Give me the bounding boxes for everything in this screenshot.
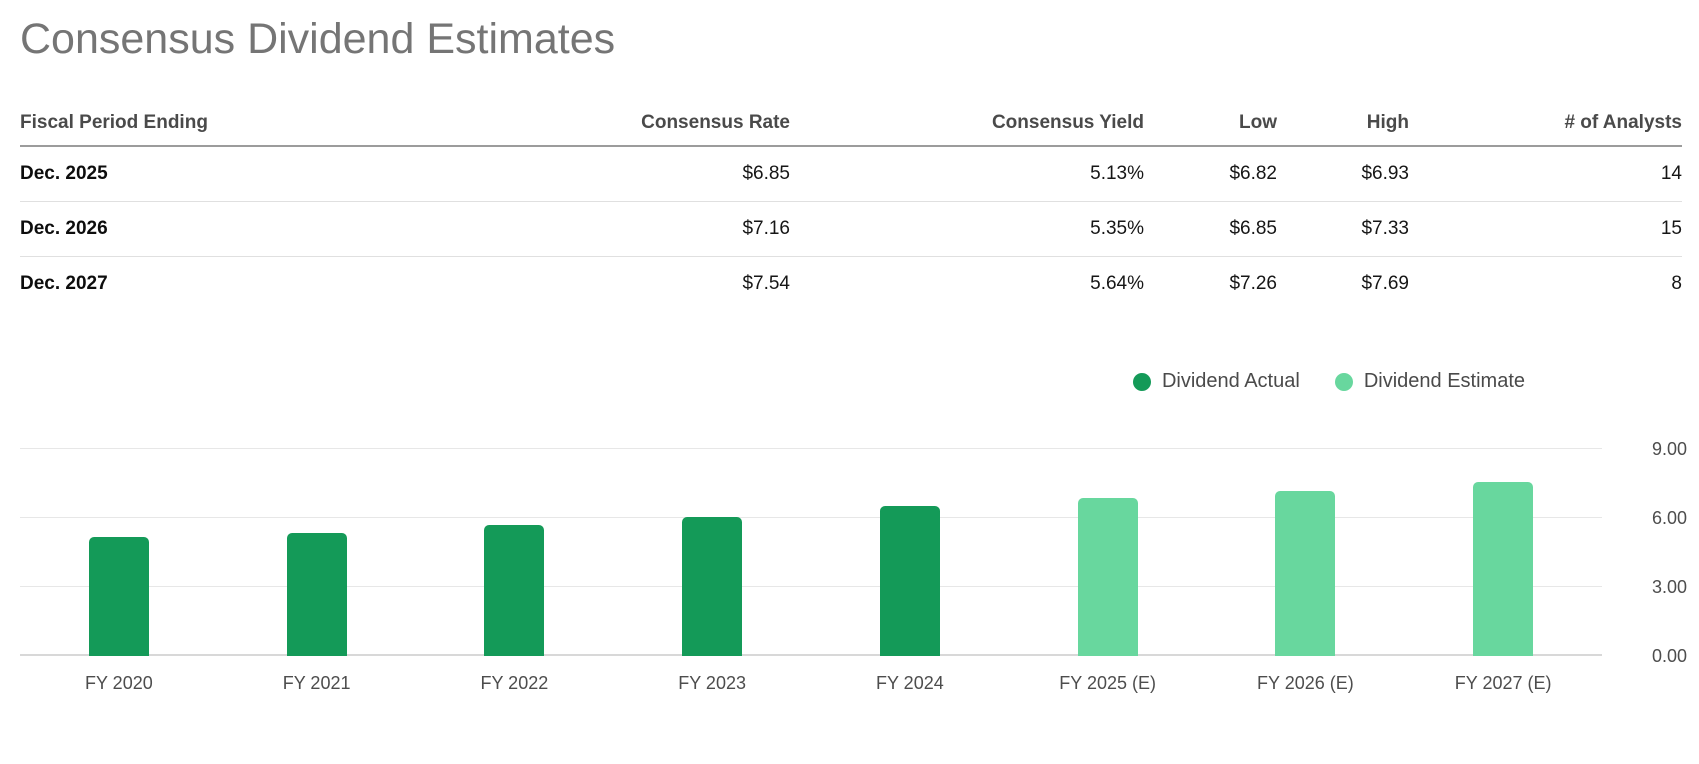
bar-slot-fy-2026-e — [1207, 403, 1405, 656]
table-row-dec-2027: Dec. 2027 $7.54 5.64% $7.26 $7.69 8 — [20, 256, 1682, 311]
bar-fy-2021 — [286, 533, 347, 656]
table-row-dec-2025: Dec. 2025 $6.85 5.13% $6.82 $6.93 14 — [20, 145, 1682, 202]
x-axis-label-fy-2023: FY 2023 — [678, 672, 746, 693]
bar-slot-fy-2024 — [811, 403, 1009, 656]
bar-slot-fy-2021 — [218, 403, 416, 656]
chart-plot-area: 0.00 3.00 6.00 9.00 — [20, 403, 1687, 665]
gridline-9-00 — [20, 447, 1602, 449]
cell-dec-2025-consensus-rate: $6.85 — [490, 145, 790, 202]
bar-series-container — [20, 403, 1602, 656]
cell-dec-2026-period: Dec. 2026 — [20, 201, 490, 257]
legend-dot-dividend-actual-icon — [1132, 372, 1151, 391]
cell-dec-2027-analysts: 8 — [1671, 272, 1682, 294]
column-header-period: Fiscal Period Ending — [20, 111, 490, 147]
column-header-analysts: # of Analysts — [1409, 111, 1682, 147]
table-body: Dec. 2025 $6.85 5.13% $6.82 $6.93 14 Dec. 2026… — [20, 145, 1682, 311]
bar-fy-2027-e — [1473, 482, 1534, 656]
chart-legend: Dividend Actual Dividend Estimate — [20, 369, 1682, 395]
legend-label-dividend-estimate: Dividend Estimate — [1363, 370, 1525, 393]
cell-dec-2026-high: $7.33 — [1277, 201, 1409, 257]
y-axis-tick-0-00: 0.00 — [1651, 645, 1687, 666]
column-header-low: Low — [1144, 111, 1277, 147]
cell-dec-2027-consensus-rate: $7.54 — [742, 272, 790, 294]
x-axis-label-fy-2021: FY 2021 — [282, 672, 351, 693]
dividend-history-chart: Dividend Actual Dividend Estimate 0.00 3.0… — [20, 369, 1687, 694]
x-axis-label-fy-2025-e: FY 2025 (E) — [1059, 672, 1156, 693]
bar-slot-fy-2027-e — [1404, 403, 1602, 656]
bar-fy-2023 — [682, 516, 743, 656]
bar-fy-2020 — [88, 536, 149, 656]
bar-fy-2024 — [879, 505, 940, 656]
x-axis-label-fy-2026-e: FY 2026 (E) — [1257, 672, 1354, 693]
gridline-3-00 — [20, 585, 1602, 587]
cell-dec-2025-period: Dec. 2025 — [20, 145, 490, 202]
page-title: Consensus Dividend Estimates — [20, 15, 616, 63]
legend-item-dividend-actual[interactable]: Dividend Actual — [1132, 370, 1300, 393]
dividend-estimates-table: Fiscal Period Ending Consensus Rate Consen… — [20, 111, 1682, 311]
cell-dec-2025-low: $6.82 — [1144, 145, 1277, 202]
x-axis-label-fy-2027-e: FY 2027 (E) — [1454, 672, 1552, 693]
cell-dec-2026-analysts: 15 — [1409, 201, 1682, 257]
gridline-6-00 — [20, 516, 1602, 518]
legend-label-dividend-actual: Dividend Actual — [1161, 370, 1300, 393]
bar-fy-2025-e — [1077, 498, 1138, 656]
cell-dec-2025-consensus-yield: 5.13% — [790, 145, 1144, 202]
cell-dec-2027-period: Dec. 2027 — [20, 272, 108, 294]
table-row-dec-2026: Dec. 2026 $7.16 5.35% $6.85 $7.33 15 — [20, 201, 1682, 257]
cell-dec-2026-low: $6.85 — [1144, 201, 1277, 257]
chart-x-axis-labels: FY 2020 FY 2021 FY 2022 FY 2023 FY 2024 FY 20… — [20, 673, 1602, 694]
legend-dot-dividend-estimate-icon — [1334, 372, 1353, 391]
x-axis-label-fy-2024: FY 2024 — [876, 672, 944, 693]
cell-dec-2026-consensus-yield: 5.35% — [790, 201, 1144, 257]
cell-dec-2027-consensus-yield: 5.64% — [1090, 272, 1144, 294]
x-axis-line — [20, 653, 1602, 656]
bar-fy-2026-e — [1275, 490, 1336, 656]
y-axis-tick-9-00: 9.00 — [1651, 438, 1687, 459]
cell-dec-2025-analysts: 14 — [1409, 145, 1682, 202]
cell-dec-2026-consensus-rate: $7.16 — [490, 201, 790, 257]
y-axis-tick-6-00: 6.00 — [1651, 507, 1687, 528]
legend-item-dividend-estimate[interactable]: Dividend Estimate — [1334, 370, 1525, 393]
bar-slot-fy-2022 — [416, 403, 614, 656]
cell-dec-2027-high: $7.69 — [1361, 272, 1409, 294]
bar-slot-fy-2025-e — [1009, 403, 1207, 656]
column-header-high: High — [1277, 111, 1409, 147]
bar-fy-2022 — [484, 524, 545, 656]
x-axis-label-fy-2020: FY 2020 — [85, 672, 153, 693]
bar-slot-fy-2020 — [20, 403, 218, 656]
bar-slot-fy-2023 — [613, 403, 811, 656]
cell-dec-2027-low: $7.26 — [1229, 272, 1277, 294]
column-header-consensus-rate: Consensus Rate — [490, 111, 790, 147]
consensus-dividend-estimates-section: Consensus Dividend Estimates Fiscal Peri… — [0, 14, 1699, 694]
column-header-consensus-yield: Consensus Yield — [790, 111, 1144, 147]
table-header-row: Fiscal Period Ending Consensus Rate Consen… — [20, 111, 1682, 147]
x-axis-label-fy-2022: FY 2022 — [480, 672, 549, 693]
cell-dec-2025-high: $6.93 — [1277, 145, 1409, 202]
y-axis-tick-3-00: 3.00 — [1651, 576, 1687, 597]
